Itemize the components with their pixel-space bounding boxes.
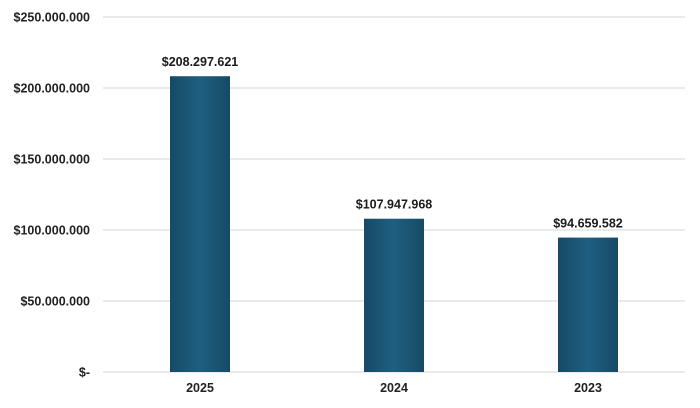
x-tick-label-2023: 2023 <box>574 381 602 395</box>
bars <box>170 76 618 372</box>
y-tick-label: $200.000.000 <box>14 82 91 96</box>
x-tick-label-2024: 2024 <box>380 381 408 395</box>
bar-2025 <box>170 76 230 372</box>
bar-2023 <box>558 237 618 372</box>
data-label-2023: $94.659.582 <box>553 217 623 231</box>
x-tick-label-2025: 2025 <box>186 381 214 395</box>
x-axis-category-labels: 2025 2024 2023 <box>186 381 602 395</box>
y-tick-label: $50.000.000 <box>20 295 90 309</box>
y-tick-label: $150.000.000 <box>14 153 91 167</box>
y-axis-tick-labels: $- $50.000.000 $100.000.000 $150.000.000 $20… <box>14 11 91 380</box>
y-tick-label: $250.000.000 <box>14 11 91 25</box>
y-tick-label: $- <box>79 366 90 380</box>
y-tick-label: $100.000.000 <box>14 224 91 238</box>
data-label-2025: $208.297.621 <box>162 55 239 69</box>
data-labels: $208.297.621 $107.947.968 $94.659.582 <box>162 55 623 230</box>
bar-2024 <box>364 218 424 372</box>
data-label-2024: $107.947.968 <box>356 198 433 212</box>
